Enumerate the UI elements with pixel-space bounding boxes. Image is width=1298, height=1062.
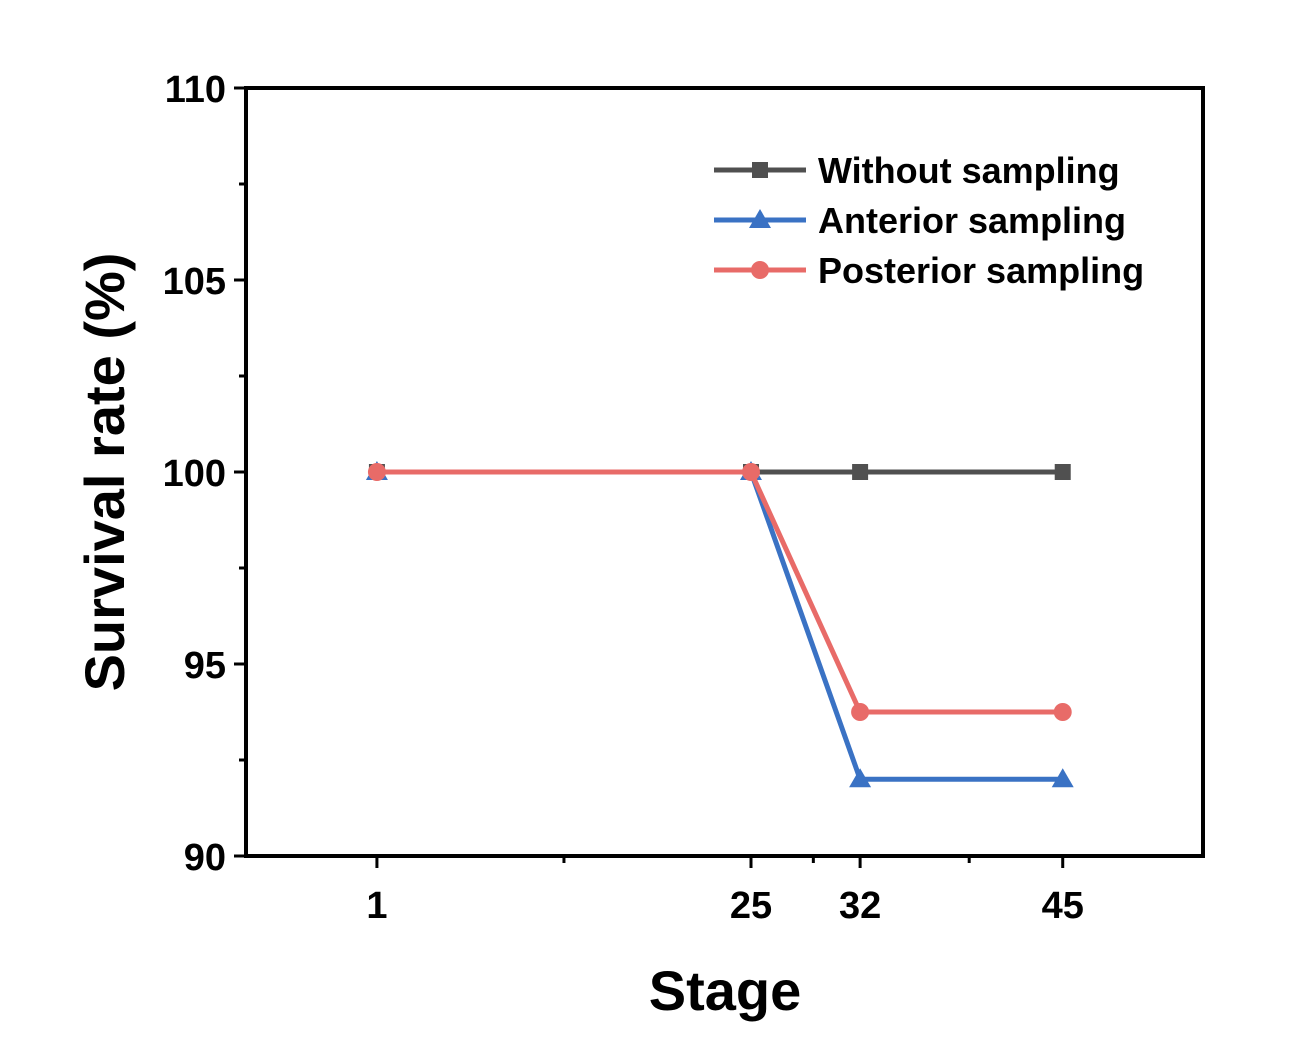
legend-label: Anterior sampling — [818, 200, 1126, 241]
y-tick-label: 100 — [163, 453, 226, 495]
y-tick-label: 110 — [165, 69, 226, 111]
data-point-circle — [851, 703, 870, 721]
data-point-circle — [367, 463, 386, 481]
legend-marker-circle — [751, 261, 769, 279]
legend-marker-triangle — [749, 209, 771, 228]
legend: Without sampling Anterior sampling Posteri… — [714, 150, 1144, 291]
legend-marker-square — [752, 162, 768, 178]
y-tick-label: 95 — [184, 645, 226, 687]
series-1 — [365, 461, 1074, 788]
plot-frame — [244, 86, 1205, 858]
x-tick-label: 25 — [730, 885, 772, 927]
data-point-circle — [1053, 703, 1072, 721]
data-point-square — [852, 464, 869, 480]
y-tick-label: 105 — [163, 261, 226, 303]
series-layer — [365, 461, 1074, 788]
data-point-circle — [741, 463, 760, 481]
x-tick-label: 45 — [1042, 885, 1084, 927]
y-tick-label: 90 — [184, 837, 226, 879]
y-axis-ticks: 90 95 100 105 110 — [163, 69, 246, 879]
data-point-triangle — [1051, 768, 1074, 788]
x-axis-ticks: 1 25 32 45 — [366, 856, 1084, 927]
legend-label: Posterior sampling — [818, 250, 1144, 291]
x-tick-label: 1 — [366, 885, 387, 927]
data-point-square — [1054, 464, 1071, 480]
data-point-triangle — [849, 768, 872, 788]
x-axis-title: Stage — [649, 959, 802, 1022]
series-2 — [367, 463, 1072, 721]
y-axis-title: Survival rate (%) — [73, 253, 136, 692]
legend-label: Without sampling — [818, 150, 1120, 191]
series-line — [376, 469, 1063, 782]
x-tick-label: 32 — [839, 885, 881, 927]
series-line — [376, 469, 1063, 715]
